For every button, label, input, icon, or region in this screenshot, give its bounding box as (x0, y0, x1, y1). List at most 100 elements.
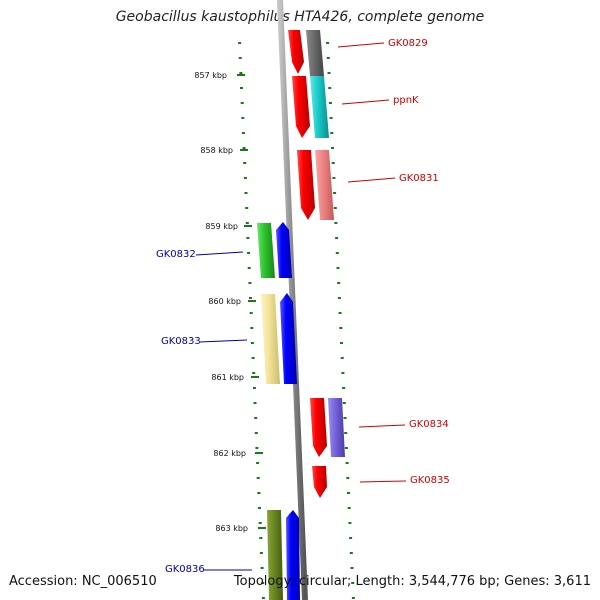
minor-tick (339, 327, 343, 329)
tick-label: 860 kbp (208, 297, 241, 306)
minor-tick (342, 402, 346, 404)
gene-gk0833[interactable]: GK0833 (161, 293, 297, 384)
minor-tick (238, 42, 242, 44)
minor-tick (351, 582, 355, 584)
gene-label[interactable]: GK0836 (165, 564, 205, 575)
gene-label[interactable]: ppnK (393, 95, 419, 106)
gene-label[interactable]: GK0832 (156, 249, 196, 260)
tick-861: 861 kbp (211, 373, 259, 382)
minor-tick (245, 222, 249, 224)
minor-tick (244, 192, 248, 194)
minor-tick (260, 567, 264, 569)
gene-ppnk[interactable]: ppnK (292, 76, 419, 138)
minor-tick (331, 162, 335, 164)
tick-label: 862 kbp (213, 449, 246, 458)
gene-label[interactable]: GK0831 (399, 173, 439, 184)
minor-tick (334, 222, 338, 224)
tick-label: 863 kbp (215, 524, 248, 533)
minor-tick (247, 252, 251, 254)
gene-gk0831[interactable]: GK0831 (297, 150, 439, 220)
minor-tick (335, 237, 339, 239)
minor-tick (326, 57, 330, 59)
minor-tick (349, 552, 353, 554)
minor-tick (259, 537, 263, 539)
minor-tick (340, 357, 344, 359)
tick-label: 861 kbp (211, 373, 244, 382)
minor-tick (256, 477, 260, 479)
minor-tick (250, 342, 254, 344)
minor-tick (349, 537, 353, 539)
tick-857: 857 kbp (194, 71, 245, 80)
minor-tick (258, 522, 262, 524)
minor-tick (240, 102, 244, 104)
minor-tick (239, 72, 243, 74)
accession-label: Accession: NC_006510 (9, 574, 157, 589)
minor-tick (255, 447, 259, 449)
minor-tick (331, 147, 334, 149)
minor-tick (350, 567, 354, 569)
minor-tick (348, 522, 352, 524)
minor-tick (240, 87, 243, 89)
minor-tick (252, 387, 256, 389)
minor-tick (330, 132, 334, 134)
tick-862: 862 kbp (213, 449, 263, 458)
minor-tick (246, 237, 250, 239)
gene-gk0835[interactable]: GK0835 (312, 466, 450, 498)
minor-tick (341, 372, 345, 374)
minor-tick (333, 192, 337, 194)
minor-tick (256, 462, 260, 464)
minor-tick (329, 117, 333, 119)
minor-tick (336, 267, 340, 269)
minor-tick (251, 357, 255, 359)
tick-860: 860 kbp (208, 297, 256, 306)
minor-tick (326, 42, 330, 44)
minor-tick (340, 342, 343, 344)
minor-tick (254, 432, 258, 434)
genome-summary: Topology: circular; Length: 3,544,776 bp… (233, 574, 591, 589)
minor-tick (261, 582, 265, 584)
minor-tick (328, 87, 332, 89)
minor-tick (327, 72, 331, 74)
gene-gk0832[interactable]: GK0832 (156, 222, 292, 278)
minor-tick (328, 102, 332, 104)
minor-tick (241, 132, 245, 134)
minor-tick (347, 507, 351, 509)
minor-tick (344, 432, 348, 434)
minor-tick (247, 267, 251, 269)
map-title: Geobacillus kaustophilus HTA426, complet… (115, 9, 485, 25)
minor-tick (345, 462, 349, 464)
minor-tick (252, 372, 256, 374)
minor-tick (243, 162, 247, 164)
gene-gk0834[interactable]: GK0834 (310, 398, 449, 457)
tick-track (238, 42, 355, 599)
gene-gk0829[interactable]: GK0829 (288, 30, 428, 76)
gene-label[interactable]: GK0833 (161, 336, 201, 347)
minor-tick (238, 57, 242, 59)
minor-tick (241, 117, 245, 119)
minor-tick (259, 552, 263, 554)
minor-tick (346, 477, 350, 479)
tick-label: 858 kbp (200, 146, 233, 155)
minor-tick (332, 177, 336, 179)
minor-tick (258, 507, 261, 509)
tick-label: 859 kbp (205, 222, 238, 231)
minor-tick (347, 492, 350, 494)
tick-label: 857 kbp (194, 71, 227, 80)
gene-gk0836[interactable]: GK0836 (165, 510, 300, 600)
minor-tick (245, 207, 249, 209)
tick-863: 863 kbp (215, 524, 266, 533)
gene-label[interactable]: GK0834 (409, 419, 449, 430)
minor-tick (335, 252, 339, 254)
gene-label[interactable]: GK0835 (410, 475, 450, 486)
minor-tick (254, 417, 258, 419)
minor-tick (343, 417, 347, 419)
tick-858: 858 kbp (200, 146, 248, 155)
gene-label[interactable]: GK0829 (388, 38, 428, 49)
minor-tick (338, 312, 342, 314)
minor-tick (337, 297, 341, 299)
minor-tick (337, 282, 341, 284)
minor-tick (253, 402, 257, 404)
minor-tick (249, 297, 252, 299)
minor-tick (248, 282, 252, 284)
